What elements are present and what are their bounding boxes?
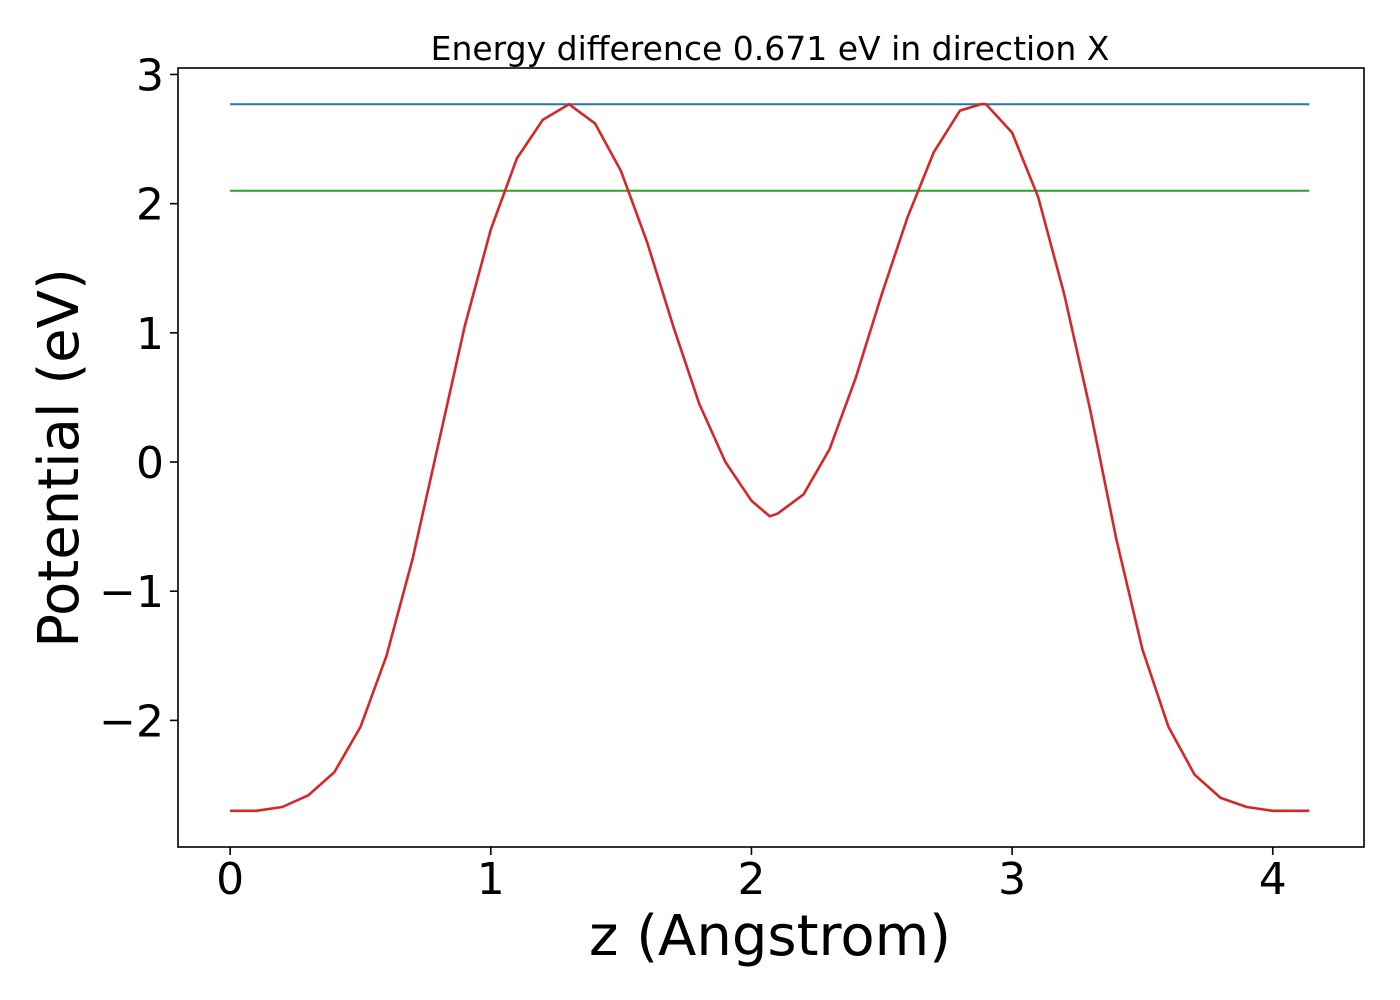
y-tick-label: 0 — [136, 438, 164, 489]
series-line-2 — [230, 102, 1310, 813]
series-layer — [230, 102, 1310, 813]
y-axis-ticks: −2 −1 0 1 2 3 — [99, 50, 178, 747]
x-tick-label: 1 — [477, 854, 505, 905]
y-axis-label: Potential (eV) — [27, 268, 92, 648]
plot-frame — [177, 67, 1365, 848]
x-tick-label: 0 — [216, 854, 244, 905]
x-tick-label: 2 — [737, 854, 765, 905]
y-tick-label: −1 — [99, 567, 164, 618]
y-tick-label: −2 — [99, 696, 164, 747]
x-tick-label: 4 — [1259, 854, 1287, 905]
y-tick-label: 3 — [136, 50, 164, 101]
chart-title: Energy difference 0.671 eV in direction … — [431, 29, 1110, 68]
x-axis-label: z (Angstrom) — [589, 904, 951, 969]
x-axis-ticks: 0 1 2 3 4 — [216, 847, 1287, 905]
y-tick-label: 1 — [136, 309, 164, 360]
x-tick-label: 3 — [998, 854, 1026, 905]
y-tick-label: 2 — [136, 180, 164, 231]
